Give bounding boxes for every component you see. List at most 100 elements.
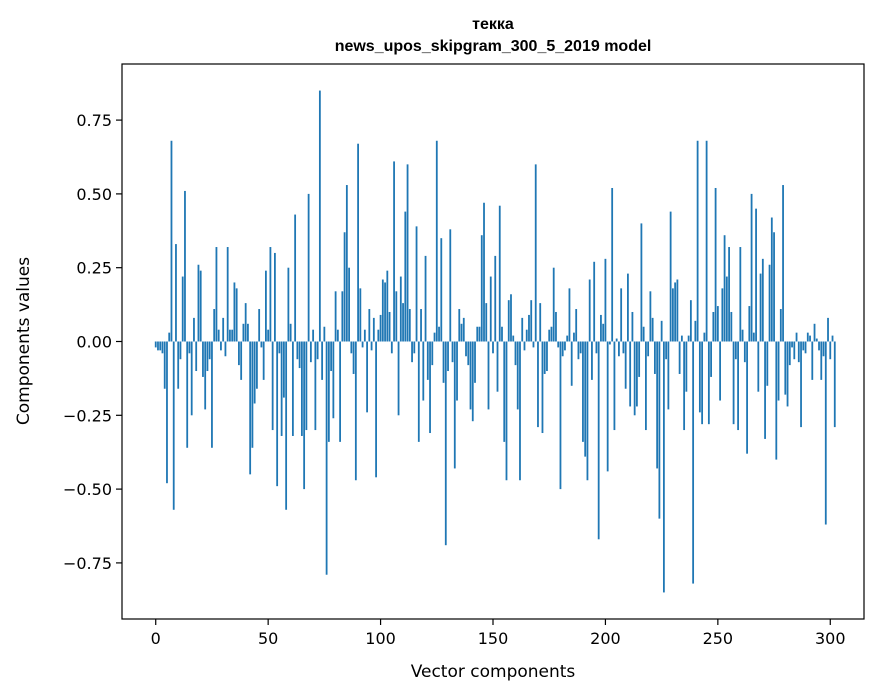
bar-64 bbox=[298, 341, 301, 369]
bar-150 bbox=[492, 341, 494, 354]
bar-300 bbox=[829, 341, 832, 360]
bar-288 bbox=[802, 341, 805, 351]
bar-156 bbox=[505, 341, 508, 481]
bar-297 bbox=[822, 341, 825, 357]
bar-86 bbox=[348, 267, 350, 342]
bar-298 bbox=[824, 341, 827, 525]
bar-71 bbox=[314, 341, 317, 431]
bar-133 bbox=[453, 341, 456, 469]
bar-92 bbox=[361, 341, 364, 348]
bar-284 bbox=[793, 341, 796, 360]
bar-229 bbox=[669, 211, 672, 342]
bar-33 bbox=[229, 329, 231, 342]
bar-291 bbox=[809, 335, 811, 342]
bar-283 bbox=[791, 341, 793, 348]
bar-257 bbox=[732, 341, 735, 425]
bar-144 bbox=[478, 326, 481, 342]
bar-265 bbox=[750, 193, 753, 342]
bar-210 bbox=[627, 273, 629, 342]
bar-98 bbox=[375, 341, 377, 478]
bar-139 bbox=[467, 341, 470, 366]
bar-128 bbox=[442, 341, 445, 383]
bar-68 bbox=[307, 193, 310, 342]
x-tick-label: 50 bbox=[258, 629, 278, 648]
bar-75 bbox=[323, 326, 326, 342]
bar-245 bbox=[705, 140, 708, 342]
y-tick-label: 0.00 bbox=[76, 333, 112, 352]
bar-191 bbox=[584, 341, 587, 457]
bar-204 bbox=[613, 341, 616, 431]
bar-106 bbox=[393, 161, 395, 342]
bar-111 bbox=[404, 211, 407, 342]
bar-108 bbox=[397, 341, 400, 416]
bar-219 bbox=[647, 341, 650, 357]
bar-49 bbox=[265, 270, 267, 342]
bar-13 bbox=[184, 190, 186, 342]
bar-188 bbox=[577, 341, 580, 360]
bar-199 bbox=[602, 323, 605, 342]
bar-152 bbox=[496, 341, 499, 392]
y-tick-label: −0.25 bbox=[63, 406, 112, 425]
bar-120 bbox=[424, 255, 427, 342]
bar-224 bbox=[658, 341, 661, 519]
bar-121 bbox=[426, 341, 429, 380]
bar-248 bbox=[712, 311, 715, 342]
bar-96 bbox=[370, 341, 373, 351]
bar-60 bbox=[289, 323, 292, 342]
bar-281 bbox=[786, 341, 789, 407]
bar-79 bbox=[332, 341, 335, 419]
bar-215 bbox=[638, 341, 641, 377]
bar-52 bbox=[271, 341, 274, 431]
bar-119 bbox=[422, 341, 425, 401]
bar-127 bbox=[440, 238, 443, 342]
bar-125 bbox=[435, 140, 438, 342]
bar-230 bbox=[671, 288, 674, 342]
bar-8 bbox=[172, 341, 175, 510]
bar-260 bbox=[739, 247, 742, 342]
bar-177 bbox=[552, 267, 555, 342]
bar-256 bbox=[730, 311, 733, 342]
bar-57 bbox=[282, 341, 285, 398]
y-tick-label: −0.50 bbox=[63, 480, 112, 499]
bar-159 bbox=[512, 335, 515, 342]
y-tick-label: 0.25 bbox=[76, 259, 112, 278]
x-tick-label: 0 bbox=[151, 629, 161, 648]
bar-173 bbox=[543, 341, 546, 374]
bar-135 bbox=[458, 309, 461, 342]
chart-title: текка bbox=[472, 16, 514, 33]
bar-65 bbox=[300, 341, 303, 436]
bar-233 bbox=[678, 341, 681, 374]
bar-202 bbox=[609, 341, 611, 345]
bar-203 bbox=[611, 187, 614, 342]
bar-296 bbox=[820, 341, 823, 380]
bar-183 bbox=[566, 335, 569, 342]
bar-115 bbox=[413, 341, 416, 354]
bar-237 bbox=[687, 335, 690, 342]
bar-250 bbox=[716, 306, 719, 342]
bar-209 bbox=[624, 341, 627, 389]
bar-172 bbox=[541, 341, 544, 434]
bar-213 bbox=[633, 341, 636, 416]
bar-10 bbox=[177, 341, 180, 389]
bar-67 bbox=[305, 341, 308, 431]
bar-88 bbox=[352, 341, 355, 374]
bar-123 bbox=[431, 341, 434, 366]
bar-94 bbox=[366, 341, 368, 413]
bar-97 bbox=[372, 317, 375, 342]
bar-200 bbox=[604, 258, 607, 342]
bar-158 bbox=[510, 294, 512, 342]
bar-77 bbox=[327, 341, 330, 442]
bar-276 bbox=[775, 341, 778, 460]
bar-114 bbox=[411, 341, 413, 363]
bar-258 bbox=[734, 341, 737, 360]
bar-12 bbox=[181, 276, 184, 342]
bar-54 bbox=[276, 341, 279, 487]
bar-62 bbox=[294, 214, 297, 342]
bar-61 bbox=[291, 341, 294, 436]
bar-277 bbox=[777, 341, 780, 401]
bar-59 bbox=[287, 267, 290, 342]
bar-80 bbox=[334, 291, 337, 342]
bar-53 bbox=[274, 252, 276, 342]
bar-74 bbox=[321, 341, 324, 380]
bar-160 bbox=[514, 341, 517, 366]
